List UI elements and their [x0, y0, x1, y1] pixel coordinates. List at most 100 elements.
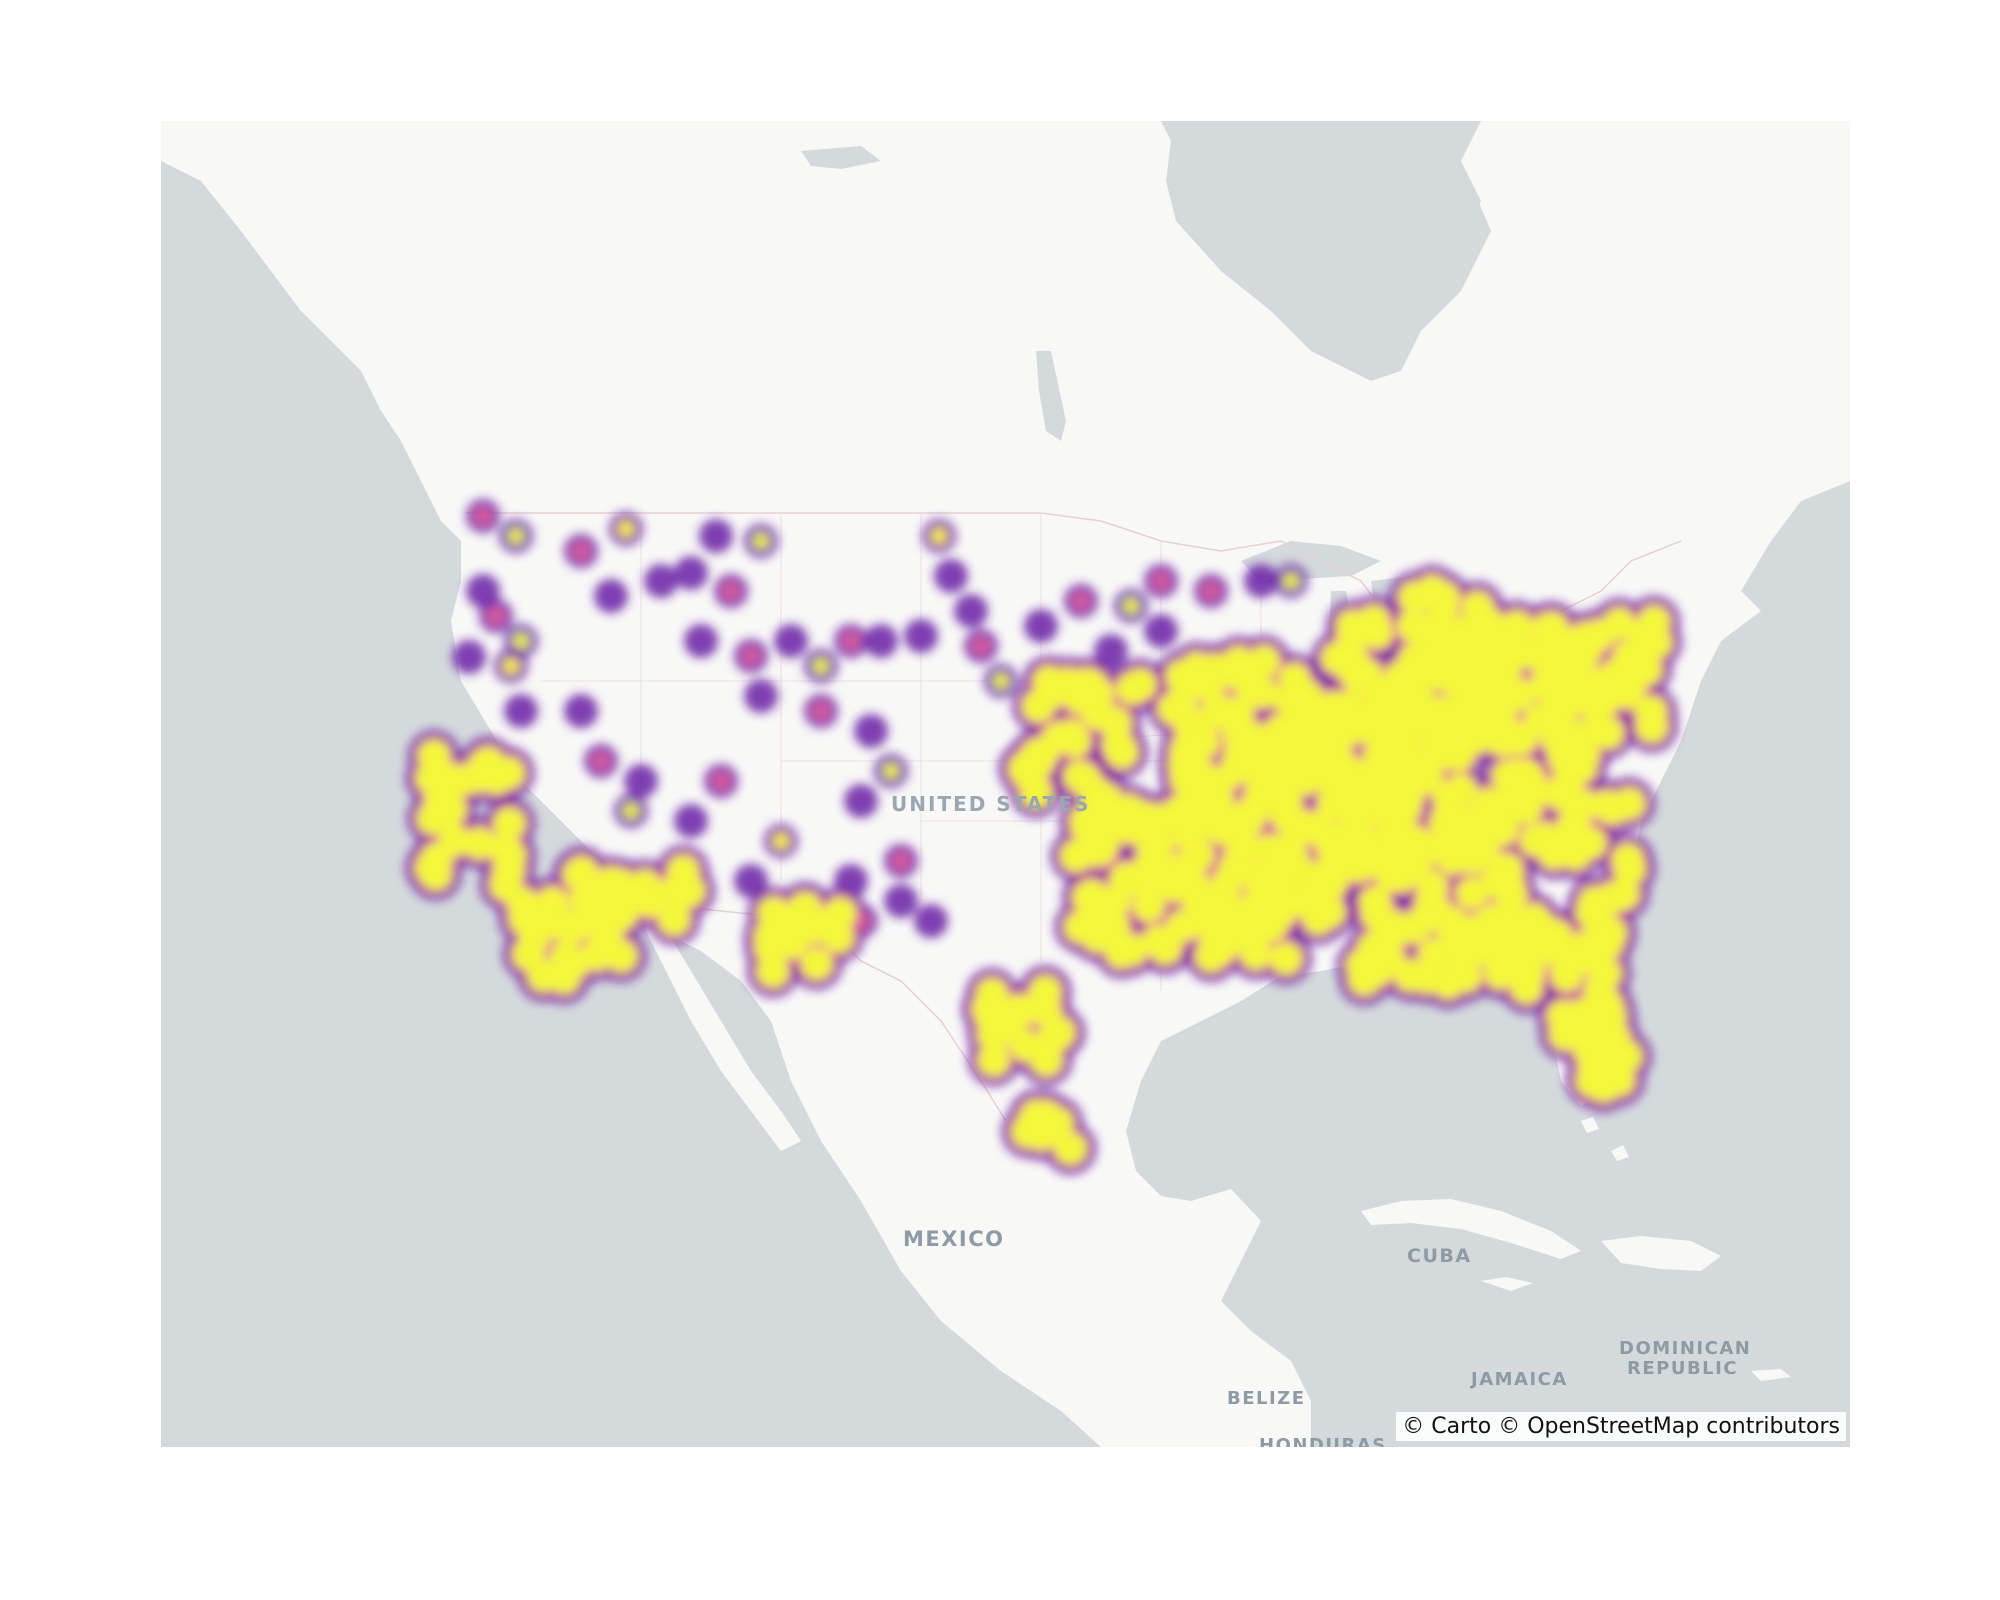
heat-blob: [1574, 826, 1607, 859]
heat-blob: [1290, 731, 1323, 764]
heat-blob: [711, 771, 731, 791]
heat-blob: [1573, 717, 1606, 750]
heat-blob: [452, 640, 486, 674]
heat-blob: [536, 886, 569, 919]
heat-blob: [1196, 898, 1229, 931]
heat-blob: [1223, 841, 1255, 874]
heat-blob: [1002, 994, 1035, 1027]
heat-blob: [1030, 1114, 1063, 1147]
heat-blob: [773, 833, 789, 849]
heat-blob: [1133, 849, 1166, 882]
heat-blob: [1147, 803, 1180, 836]
heat-blob: [1628, 647, 1661, 679]
heat-blob: [493, 807, 526, 840]
heat-blob: [744, 679, 778, 713]
heat-blob: [1054, 1132, 1087, 1165]
heat-blob: [813, 658, 829, 674]
heat-blob: [1348, 847, 1381, 880]
heat-blob: [1244, 564, 1278, 598]
heat-blob: [1123, 598, 1139, 614]
heat-blob: [1591, 989, 1624, 1022]
heat-blob: [1547, 713, 1580, 746]
heat-blob: [644, 564, 678, 598]
heat-blob: [774, 624, 808, 658]
baja-land: [641, 901, 801, 1151]
heat-blob: [1063, 760, 1096, 793]
heat-blob: [1362, 740, 1395, 773]
heat-blob: [415, 851, 448, 884]
heat-blob: [1042, 721, 1075, 754]
heat-blob: [605, 939, 638, 972]
heat-blob: [562, 858, 595, 891]
heat-blob: [954, 594, 988, 628]
heat-blob: [977, 1044, 1010, 1076]
heat-blob: [993, 673, 1009, 689]
heat-blob: [1484, 957, 1517, 990]
heat-blob: [466, 574, 500, 608]
heat-blob: [1151, 571, 1171, 591]
label-belize: BELIZE: [1227, 1388, 1306, 1409]
heat-blob: [568, 884, 601, 917]
heat-blob: [1613, 853, 1646, 886]
heat-blob: [1513, 956, 1546, 989]
map-frame[interactable]: UNITED STATES MEXICO CUBA BELIZE JAMAICA…: [161, 121, 1850, 1447]
heat-blob: [864, 624, 898, 658]
heat-blob: [1383, 715, 1416, 748]
great-slave-lake: [801, 146, 881, 169]
heat-blob: [741, 646, 761, 666]
heat-blob: [1590, 790, 1623, 822]
heat-blob: [1201, 581, 1221, 601]
heat-blob: [1404, 647, 1437, 680]
heat-blob: [674, 556, 708, 590]
heat-blob: [1635, 710, 1668, 743]
heat-blob: [1398, 911, 1431, 944]
heat-blob: [555, 912, 588, 945]
heat-blob: [1222, 745, 1255, 778]
heat-blob: [1638, 605, 1671, 638]
heat-blob: [594, 579, 628, 613]
heat-blob: [1375, 860, 1408, 892]
heat-blob: [883, 763, 899, 779]
bahamas-land: [1581, 1117, 1629, 1161]
heat-blob: [1499, 723, 1532, 756]
heat-blob: [1575, 896, 1608, 929]
heat-blob: [884, 884, 918, 918]
heat-blob: [1348, 963, 1381, 996]
heat-blob: [463, 827, 496, 860]
heat-blob: [674, 804, 708, 838]
heat-blob: [1222, 696, 1255, 729]
heat-blob: [1310, 874, 1343, 907]
heat-blob: [904, 619, 938, 653]
heat-blob: [1224, 902, 1257, 935]
heat-blob: [934, 559, 968, 593]
heat-blob: [508, 528, 524, 544]
heat-blob: [1313, 824, 1346, 857]
map-attribution[interactable]: © Carto © OpenStreetMap contributors: [1396, 1412, 1846, 1441]
heat-blob: [503, 658, 519, 674]
heat-blob: [1254, 774, 1287, 807]
heat-blob: [1581, 1066, 1614, 1099]
heat-blob: [811, 701, 831, 721]
heat-blob: [1115, 933, 1148, 966]
heat-blob: [1270, 942, 1302, 975]
heat-blob: [594, 866, 627, 899]
heat-blob: [1095, 905, 1128, 938]
heat-blob: [1410, 961, 1443, 994]
heat-blob: [571, 541, 591, 561]
heat-blob: [1372, 770, 1405, 803]
heat-blob: [1060, 840, 1093, 873]
heat-blob: [1435, 905, 1468, 938]
heat-blob: [623, 803, 639, 819]
heatmap-density-layer: [405, 499, 1682, 1175]
heat-blob: [1465, 715, 1498, 748]
heat-blob: [506, 887, 539, 920]
heat-blob: [1283, 573, 1299, 589]
heat-blob: [1043, 1016, 1076, 1049]
heat-blob: [1244, 876, 1277, 909]
heat-blob: [1340, 760, 1373, 793]
map-canvas[interactable]: UNITED STATES MEXICO CUBA BELIZE JAMAICA…: [161, 121, 1850, 1447]
heat-blob: [891, 851, 911, 871]
heat-blob: [803, 893, 819, 909]
heat-blob: [1565, 751, 1597, 784]
heat-blob: [1173, 670, 1206, 703]
